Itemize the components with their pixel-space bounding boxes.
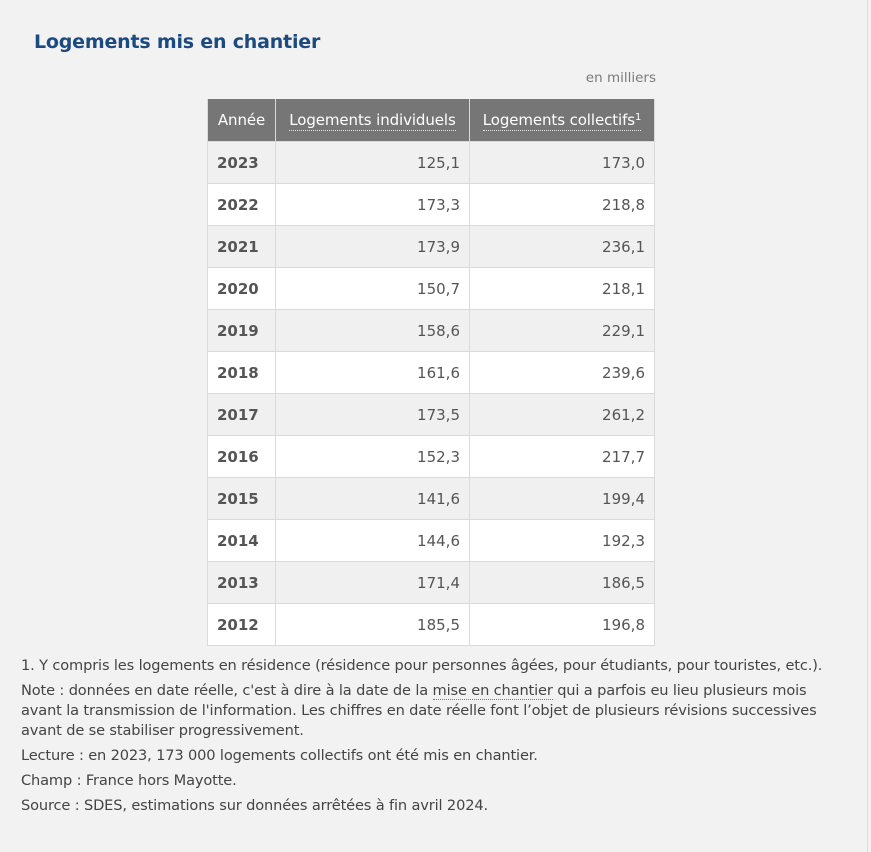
cell-individual: 173,5 <box>275 393 470 436</box>
cell-individual: 150,7 <box>275 267 470 310</box>
cell-year: 2020 <box>207 267 276 310</box>
cell-year: 2017 <box>207 393 276 436</box>
header-year: Année <box>207 99 276 142</box>
cell-year: 2013 <box>207 561 276 604</box>
cell-individual: 173,9 <box>275 225 470 268</box>
cell-collective: 192,3 <box>469 519 655 562</box>
cell-individual: 152,3 <box>275 435 470 478</box>
cell-collective: 261,2 <box>469 393 655 436</box>
housing-starts-table: Année Logements individuels Logements co… <box>207 99 655 646</box>
table-row: 2013 171,4 186,5 <box>207 561 655 604</box>
cell-collective: 196,8 <box>469 603 655 646</box>
cell-year: 2016 <box>207 435 276 478</box>
table-row: 2021 173,9 236,1 <box>207 225 655 268</box>
page-title: Logements mis en chantier <box>34 31 321 53</box>
cell-individual: 158,6 <box>275 309 470 352</box>
cell-collective: 199,4 <box>469 477 655 520</box>
cell-collective: 236,1 <box>469 225 655 268</box>
cell-individual: 171,4 <box>275 561 470 604</box>
header-individual-label[interactable]: Logements individuels <box>289 111 456 131</box>
source-text: Source : SDES, estimations sur données a… <box>21 797 488 814</box>
cell-individual: 141,6 <box>275 477 470 520</box>
table-row: 2023 125,1 173,0 <box>207 141 655 184</box>
cell-collective: 186,5 <box>469 561 655 604</box>
unit-label: en milliers <box>585 70 656 86</box>
table-row: 2012 185,5 196,8 <box>207 603 655 646</box>
cell-year: 2012 <box>207 603 276 646</box>
note-text: Note : données en date réelle, c'est à d… <box>21 682 817 739</box>
cell-collective: 218,1 <box>469 267 655 310</box>
cell-year: 2018 <box>207 351 276 394</box>
cell-collective: 239,6 <box>469 351 655 394</box>
table-notes: 1. Y compris les logements en résidence … <box>21 656 851 821</box>
table-header-row: Année Logements individuels Logements co… <box>207 99 655 142</box>
cell-year: 2022 <box>207 183 276 226</box>
cell-collective: 218,8 <box>469 183 655 226</box>
header-collective-label[interactable]: Logements collectifs1 <box>482 111 642 131</box>
cell-individual: 144,6 <box>275 519 470 562</box>
table-row: 2017 173,5 261,2 <box>207 393 655 436</box>
cell-year: 2021 <box>207 225 276 268</box>
cell-collective: 217,7 <box>469 435 655 478</box>
cell-individual: 161,6 <box>275 351 470 394</box>
footnote-1: 1. Y compris les logements en résidence … <box>21 657 823 674</box>
cell-individual: 185,5 <box>275 603 470 646</box>
header-individual[interactable]: Logements individuels <box>275 99 470 142</box>
champ-text: Champ : France hors Mayotte. <box>21 772 237 789</box>
table-row: 2018 161,6 239,6 <box>207 351 655 394</box>
table-row: 2019 158,6 229,1 <box>207 309 655 352</box>
table-row: 2016 152,3 217,7 <box>207 435 655 478</box>
header-collective[interactable]: Logements collectifs1 <box>469 99 655 142</box>
cell-collective: 229,1 <box>469 309 655 352</box>
table-row: 2015 141,6 199,4 <box>207 477 655 520</box>
cell-year: 2019 <box>207 309 276 352</box>
cell-individual: 173,3 <box>275 183 470 226</box>
cell-year: 2023 <box>207 141 276 184</box>
table-row: 2022 173,3 218,8 <box>207 183 655 226</box>
cell-year: 2015 <box>207 477 276 520</box>
footnote-marker: 1 <box>634 112 642 123</box>
table-row: 2020 150,7 218,1 <box>207 267 655 310</box>
cell-individual: 125,1 <box>275 141 470 184</box>
mise-en-chantier-term[interactable]: mise en chantier <box>432 682 553 700</box>
cell-collective: 173,0 <box>469 141 655 184</box>
panel-right-border <box>867 0 868 852</box>
table-row: 2014 144,6 192,3 <box>207 519 655 562</box>
cell-year: 2014 <box>207 519 276 562</box>
lecture-text: Lecture : en 2023, 173 000 logements col… <box>21 747 538 764</box>
